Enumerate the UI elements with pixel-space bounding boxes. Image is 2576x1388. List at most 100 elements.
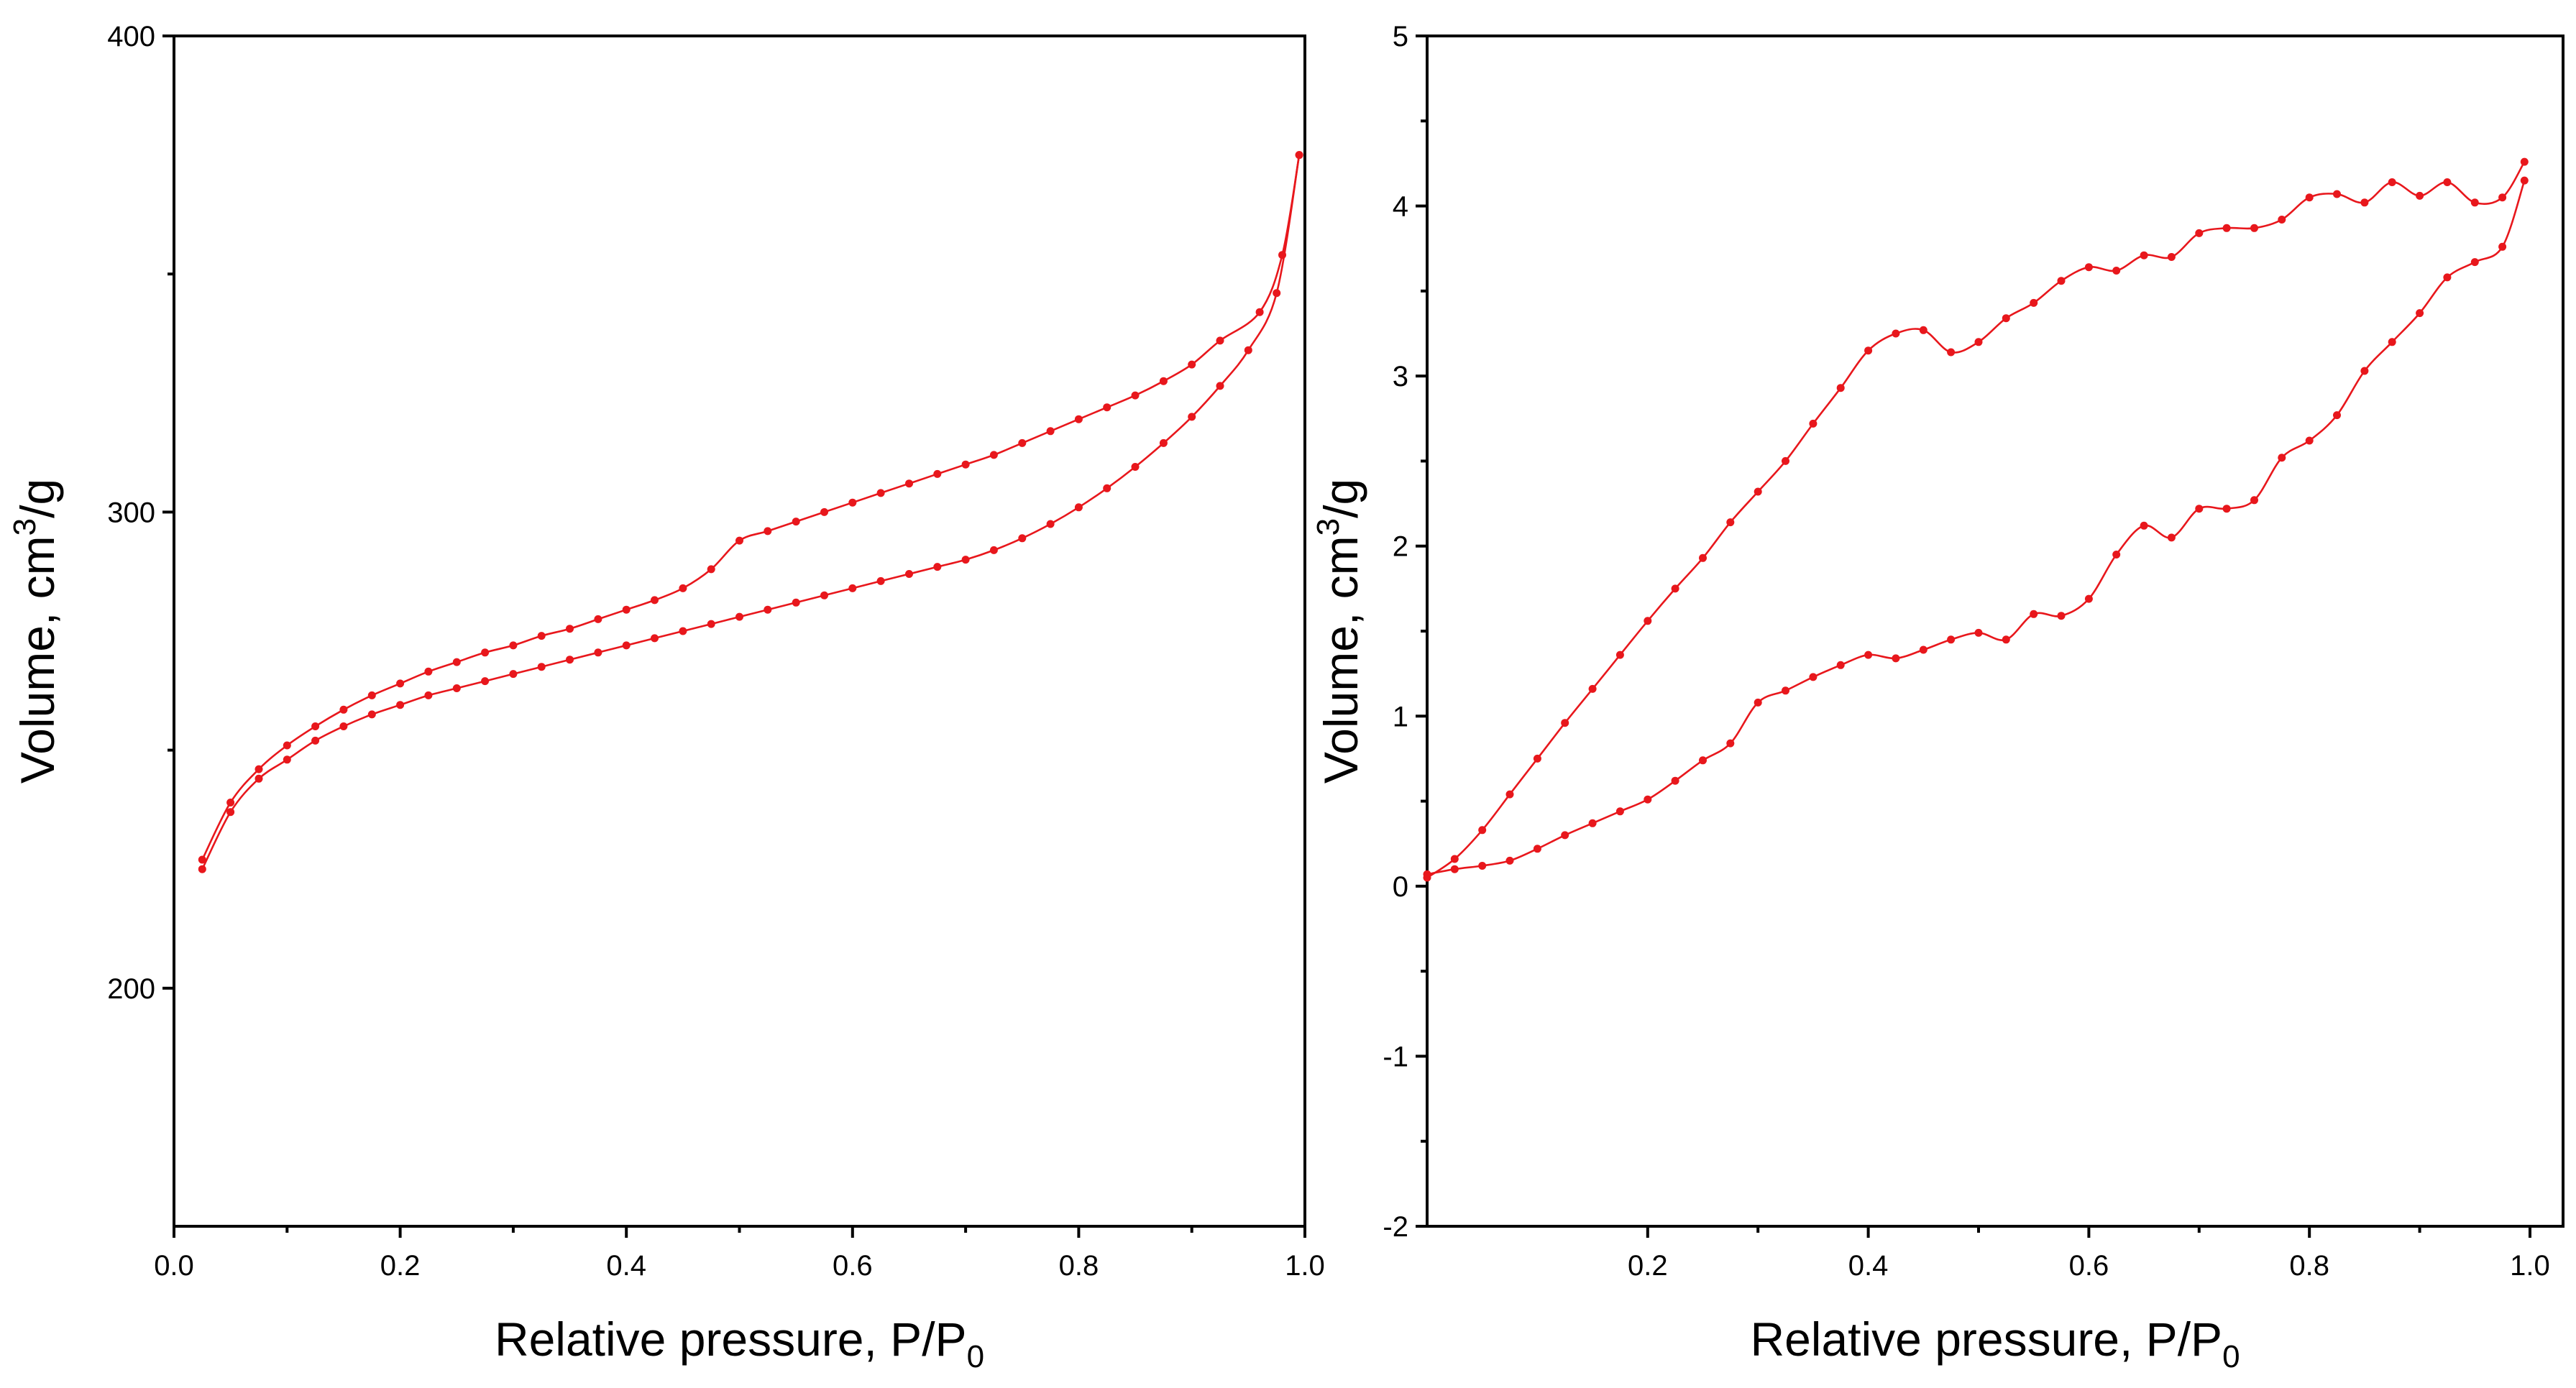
left-desorption-point (622, 605, 631, 614)
right-desorption-point (2057, 277, 2066, 285)
right-adsorption-point (2443, 273, 2452, 282)
right-adsorption-point (2002, 635, 2010, 644)
left-desorption-point (452, 658, 461, 666)
left-desorption-point (424, 667, 433, 676)
right-y-tick-label: 1 (1393, 701, 1408, 732)
right-x-tick-label: 1.0 (2510, 1250, 2550, 1282)
right-x-tick-label: 0.6 (2069, 1250, 2109, 1282)
left-adsorption-point (792, 598, 800, 607)
right-desorption-point (1782, 456, 1789, 465)
left-desorption-point (1216, 336, 1224, 345)
left-desorption-series (198, 151, 1303, 864)
left-adsorption-point (1018, 534, 1027, 543)
left-desorption-point (792, 518, 800, 526)
right-adsorption-point (2305, 436, 2314, 445)
right-y-tick-label: -2 (1383, 1211, 1408, 1243)
left-adsorption-point (933, 563, 942, 571)
left-adsorption-point (311, 736, 320, 745)
right-adsorption-point (2278, 454, 2286, 462)
right-y-tick-label: 2 (1393, 531, 1408, 563)
left-plot-frame (173, 35, 1306, 1228)
left-desorption-point (255, 765, 263, 773)
left-adsorption-point (735, 612, 743, 621)
left-desorption-point (764, 527, 772, 536)
left-adsorption-point (1074, 503, 1083, 512)
right-desorption-point (2333, 190, 2341, 198)
left-adsorption-point (679, 627, 687, 635)
right-desorption-point (1864, 346, 1873, 355)
left-adsorption-point (198, 865, 206, 873)
right-desorption-point (2084, 263, 2093, 272)
left-adsorption-point (452, 684, 461, 692)
right-desorption-point (2030, 298, 2038, 307)
left-adsorption-point (481, 677, 490, 686)
right-y-axis-label: Volume, cm3/g (1311, 479, 1367, 783)
left-x-tick-label: 0.6 (833, 1250, 873, 1282)
right-adsorption-point (1864, 651, 1873, 659)
right-adsorption-point (1754, 698, 1762, 707)
right-desorption-point (2250, 224, 2258, 232)
right-adsorption-point (1836, 661, 1845, 669)
left-y-tick-label: 400 (107, 21, 155, 52)
right-adsorption-point (1699, 756, 1707, 765)
right-adsorption-point (2112, 551, 2121, 559)
left-adsorption-point (622, 641, 631, 650)
right-desorption-point (1450, 855, 1459, 863)
right-adsorption-point (1974, 628, 1983, 637)
right-desorption-point (2305, 193, 2314, 202)
right-y-tick-label: 0 (1393, 871, 1408, 903)
left-y-tick-label: 200 (107, 973, 155, 1005)
left-desorption-point (848, 498, 857, 507)
right-adsorption-point (1947, 635, 1956, 644)
left-desorption-point (481, 648, 490, 657)
left-adsorption-point (905, 570, 913, 578)
left-adsorption-series (198, 151, 1303, 873)
right-adsorption-point (1478, 862, 1487, 870)
left-desorption-point (226, 799, 235, 806)
left-desorption-point (1188, 360, 1196, 369)
right-adsorption-point (1505, 856, 1514, 865)
left-desorption-point (1074, 415, 1083, 423)
right-adsorption-point (2333, 411, 2341, 420)
right-adsorption-point (2195, 505, 2204, 513)
left-adsorption-point (396, 701, 405, 709)
right-y-tick-label: 5 (1393, 21, 1408, 52)
left-adsorption-point (1103, 484, 1111, 492)
right-x-tick-label: 0.4 (1848, 1250, 1889, 1282)
right-desorption-point (2470, 198, 2479, 207)
right-desorption-point (1947, 348, 1956, 357)
left-desorption-point (905, 479, 913, 488)
right-adsorption-point (2388, 338, 2396, 346)
left-adsorption-point (848, 584, 857, 592)
left-desorption-point (1159, 377, 1168, 385)
left-desorption-point (1018, 438, 1027, 447)
right-desorption-point (1836, 384, 1845, 392)
left-y-tick-label: 300 (107, 497, 155, 528)
left-adsorption-point (367, 710, 376, 719)
left-desorption-point (679, 584, 687, 592)
left-desorption-point (933, 469, 942, 478)
left-desorption-point (1278, 251, 1286, 259)
right-desorption-point (2167, 253, 2176, 261)
left-desorption-point (283, 741, 291, 750)
right-desorption-point (1919, 326, 1928, 334)
left-adsorption-point (226, 808, 235, 817)
right-x-tick-label: 0.8 (2289, 1250, 2329, 1282)
right-desorption-line (1426, 161, 2526, 879)
left-x-tick-label: 0.0 (154, 1250, 194, 1282)
right-plot-frame (1426, 35, 2564, 1228)
left-adsorption-point (255, 774, 263, 783)
left-desorption-point (537, 632, 546, 640)
right-desorption-point (1505, 790, 1514, 799)
right-desorption-point (1809, 419, 1818, 428)
left-chart-panel: 0.0 0.2 0.4 0.6 0.8 1.0 200 300 400 Relative pres… (7, 21, 1325, 1374)
left-desorption-point (566, 625, 574, 633)
right-desorption-point (1726, 518, 1735, 527)
left-adsorption-point (961, 556, 970, 564)
right-desorption-point (2388, 178, 2396, 186)
right-desorption-point (1615, 651, 1624, 659)
right-adsorption-point (1615, 807, 1624, 816)
left-desorption-point (396, 679, 405, 688)
left-adsorption-point (989, 546, 998, 554)
right-adsorption-point (2250, 496, 2258, 505)
